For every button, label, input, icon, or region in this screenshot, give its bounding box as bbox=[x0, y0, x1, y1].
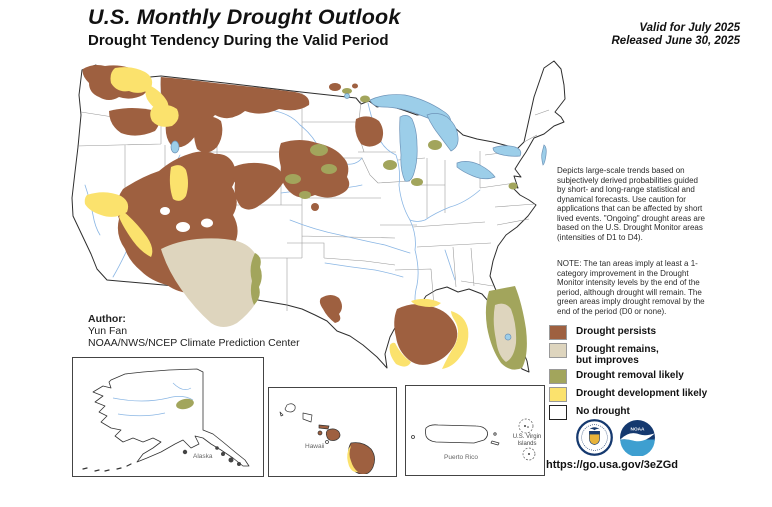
hawaii-inset-map: Hawaii bbox=[268, 387, 397, 477]
legend-label: Drought removal likely bbox=[576, 370, 684, 381]
big-island-development-area bbox=[347, 446, 358, 473]
vieques-island bbox=[490, 440, 500, 446]
legend-item-removal: Drought removal likely bbox=[549, 369, 707, 384]
legend-swatch-removal bbox=[549, 369, 567, 384]
description-paragraph: Depicts large-scale trends based on subj… bbox=[557, 166, 705, 242]
page-title: U.S. Monthly Drought Outlook bbox=[88, 5, 401, 29]
puerto-rico-coastline bbox=[425, 424, 488, 444]
southeast-islands bbox=[182, 446, 241, 466]
author-block: Author: Yun Fan NOAA/NWS/NCEP Climate Pr… bbox=[88, 313, 300, 349]
puerto-rico-inset-map: Puerto Rico U.S. Virgin Islands bbox=[405, 385, 545, 476]
legend-swatch-persists bbox=[549, 325, 567, 340]
noaa-logo-text: NOAA bbox=[631, 426, 645, 432]
legend-item-persists: Drought persists bbox=[549, 325, 707, 340]
commerce-seal-icon bbox=[576, 419, 613, 456]
legend-item-no-drought: No drought bbox=[549, 405, 707, 420]
noaa-logo-icon: NOAA bbox=[620, 420, 655, 456]
page-subtitle: Drought Tendency During the Valid Period bbox=[88, 32, 389, 49]
molokai bbox=[318, 424, 330, 430]
legend-label: Drought persists bbox=[576, 326, 657, 337]
map-legend: Drought persists Drought remains, but imp… bbox=[549, 325, 707, 423]
alaska-inset-map: Alaska bbox=[72, 357, 264, 477]
legend-swatch-development bbox=[549, 387, 567, 402]
no-drought-holes bbox=[160, 115, 257, 232]
lanai bbox=[317, 430, 323, 436]
hawaii-label: Hawaii bbox=[305, 443, 325, 450]
legend-swatch-improves bbox=[549, 343, 567, 358]
author-org: NOAA/NWS/NCEP Climate Prediction Center bbox=[88, 337, 300, 349]
legend-label: Drought development likely bbox=[576, 388, 708, 399]
great-lakes bbox=[170, 93, 547, 341]
virgin-islands-label: U.S. Virgin bbox=[513, 434, 542, 440]
kahoolawe bbox=[325, 440, 329, 444]
alaska-drought-removal-area bbox=[176, 398, 194, 410]
puerto-rico-map: Puerto Rico U.S. Virgin Islands bbox=[411, 418, 542, 461]
maui bbox=[325, 428, 341, 441]
virgin-islands-label-2: Islands bbox=[517, 441, 536, 447]
alaska-coastline bbox=[92, 368, 250, 467]
hawaii-map: Hawaii bbox=[279, 403, 375, 475]
mona-island bbox=[411, 435, 415, 439]
validity-block: Valid for July 2025 Released June 30, 20… bbox=[520, 22, 741, 48]
alaska-map: Alaska bbox=[82, 368, 250, 472]
oahu bbox=[302, 412, 313, 423]
released-text: Released June 30, 2025 bbox=[611, 35, 741, 47]
drought-removal-areas bbox=[250, 88, 518, 305]
valid-for-text: Valid for July 2025 bbox=[639, 22, 740, 34]
legend-item-improves: Drought remains, but improves bbox=[549, 343, 707, 366]
legend-label: Drought remains, bbox=[576, 344, 659, 355]
aleutian-islands bbox=[82, 463, 132, 472]
drought-development-areas bbox=[84, 67, 469, 369]
outlook-url-link[interactable]: https://go.usa.gov/3eZGd bbox=[546, 459, 679, 471]
puerto-rico-label: Puerto Rico bbox=[444, 454, 478, 461]
legend-item-development: Drought development likely bbox=[549, 387, 707, 402]
legend-swatch-no-drought bbox=[549, 405, 567, 420]
niihau bbox=[279, 411, 284, 417]
note-paragraph: NOTE: The tan areas imply at least a 1-c… bbox=[557, 259, 705, 316]
alaska-label: Alaska bbox=[193, 453, 213, 460]
conus-drought-map bbox=[71, 60, 566, 373]
virgin-islands-circles bbox=[518, 418, 536, 461]
legend-label: No drought bbox=[576, 406, 630, 417]
drought-improves-areas bbox=[161, 238, 517, 362]
author-label: Author: bbox=[88, 313, 126, 325]
culebra-island bbox=[493, 432, 497, 436]
kauai bbox=[284, 403, 296, 413]
author-name: Yun Fan bbox=[88, 325, 128, 337]
alaska-rivers bbox=[112, 382, 194, 417]
